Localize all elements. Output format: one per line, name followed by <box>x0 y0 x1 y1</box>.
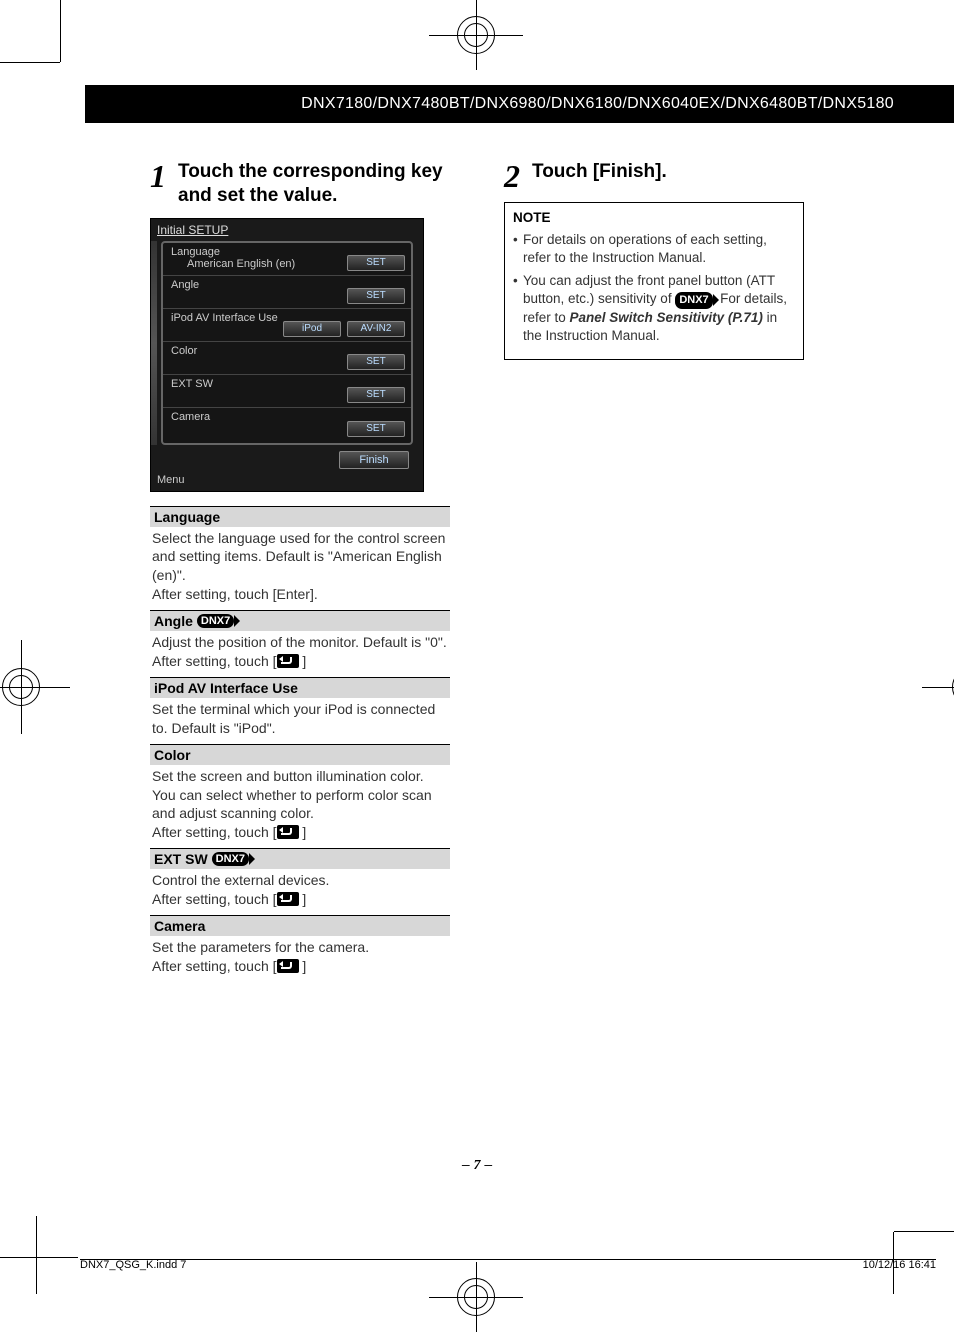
dnx7-badge: DNX7 <box>212 852 249 866</box>
setting-block: EXT SW DNX7 Control the external devices.A… <box>150 848 450 913</box>
step-title: Touch the corresponding key and set the … <box>178 160 450 208</box>
setting-body-text: Select the language used for the control… <box>152 529 448 586</box>
setting-head-label: Color <box>154 747 191 763</box>
setting-body: Select the language used for the control… <box>150 527 450 609</box>
device-row: ColorSET <box>163 342 411 375</box>
page-number: – 7 – <box>0 1156 954 1174</box>
setting-head: Angle DNX7 <box>150 610 450 631</box>
setting-body-text: Adjust the position of the monitor. Defa… <box>152 633 448 652</box>
setting-block: Language Select the language used for the… <box>150 506 450 609</box>
setting-head-label: Language <box>154 509 220 525</box>
trim-line <box>60 0 61 62</box>
device-row-button: iPod <box>283 321 341 337</box>
setting-body-text: Set the screen and button illumination c… <box>152 767 448 824</box>
setting-head: Language <box>150 506 450 527</box>
footer-timestamp: 10/12/16 16:41 <box>863 1259 936 1271</box>
setting-block: Color Set the screen and button illuminat… <box>150 744 450 847</box>
setting-head-label: Angle <box>154 613 193 629</box>
device-row-button: SET <box>347 255 405 271</box>
device-row-button: SET <box>347 421 405 437</box>
device-sidebar <box>151 241 157 445</box>
note-title: NOTE <box>513 209 795 227</box>
trim-line <box>894 1231 954 1232</box>
device-finish-button: Finish <box>339 451 409 469</box>
device-row-button: SET <box>347 354 405 370</box>
device-row: CameraSET <box>163 408 411 441</box>
step-number: 1 <box>150 160 166 192</box>
setting-head-label: iPod AV Interface Use <box>154 680 298 696</box>
setting-body-text: Set the parameters for the camera. <box>152 938 448 957</box>
note-item: You can adjust the front panel button (A… <box>513 272 795 346</box>
left-column: 1 Touch the corresponding key and set th… <box>150 160 450 982</box>
return-icon <box>277 892 299 906</box>
device-row: iPod AV Interface UseAV-IN2iPod <box>163 309 411 342</box>
setting-block: Angle DNX7 Adjust the position of the moni… <box>150 610 450 675</box>
device-row: LanguageAmerican English (en)SET <box>163 243 411 276</box>
setting-after: After setting, touch [Enter]. <box>152 585 448 604</box>
device-row-button: AV-IN2 <box>347 321 405 337</box>
manual-page: DNX7180/DNX7480BT/DNX6980/DNX6180/DNX604… <box>0 0 954 1294</box>
settings-list: Language Select the language used for the… <box>150 506 450 980</box>
note-reference: Panel Switch Sensitivity (P.71) <box>570 310 763 325</box>
setting-body: Set the screen and button illumination c… <box>150 765 450 847</box>
device-title: Initial SETUP <box>151 219 423 239</box>
setting-body: Set the parameters for the camera.After … <box>150 936 450 980</box>
setting-block: Camera Set the parameters for the camera.… <box>150 915 450 980</box>
setting-block: iPod AV Interface Use Set the terminal wh… <box>150 677 450 742</box>
trim-line <box>0 1257 78 1258</box>
dnx7-badge: DNX7 <box>675 292 712 309</box>
device-screenshot: Initial SETUP LanguageAmerican English (… <box>150 218 424 492</box>
setting-after: After setting, touch [ ] <box>152 652 448 671</box>
return-icon <box>277 654 299 668</box>
trim-line <box>36 1216 37 1294</box>
setting-head: Camera <box>150 915 450 936</box>
step-1-head: 1 Touch the corresponding key and set th… <box>150 160 450 208</box>
device-row: AngleSET <box>163 276 411 309</box>
model-list: DNX7180/DNX7480BT/DNX6980/DNX6180/DNX604… <box>301 95 894 113</box>
right-column: 2 Touch [Finish]. NOTE For details on op… <box>504 160 804 982</box>
print-footer: DNX7_QSG_K.indd 7 10/12/16 16:41 <box>80 1259 936 1272</box>
setting-after: After setting, touch [ ] <box>152 890 448 909</box>
dnx7-badge: DNX7 <box>197 614 234 628</box>
setting-head: iPod AV Interface Use <box>150 677 450 698</box>
page-number-value: 7 <box>474 1158 481 1173</box>
setting-head-label: EXT SW <box>154 851 208 867</box>
step-2-head: 2 Touch [Finish]. <box>504 160 804 192</box>
note-list: For details on operations of each settin… <box>513 231 795 345</box>
device-row-button: SET <box>347 387 405 403</box>
note-item: For details on operations of each settin… <box>513 231 795 267</box>
setting-body: Adjust the position of the monitor. Defa… <box>150 631 450 675</box>
device-row-button: SET <box>347 288 405 304</box>
setting-body-text: Set the terminal which your iPod is conn… <box>152 700 448 738</box>
footer-filename: DNX7_QSG_K.indd 7 <box>80 1259 186 1271</box>
setting-body: Control the external devices.After setti… <box>150 869 450 913</box>
trim-line <box>0 62 60 63</box>
content-columns: 1 Touch the corresponding key and set th… <box>150 160 860 982</box>
setting-head-label: Camera <box>154 918 205 934</box>
setting-after: After setting, touch [ ] <box>152 957 448 976</box>
device-menu-label: Menu <box>157 474 185 486</box>
step-number: 2 <box>504 160 520 192</box>
model-header: DNX7180/DNX7480BT/DNX6980/DNX6180/DNX604… <box>85 85 954 123</box>
setting-head: EXT SW DNX7 <box>150 848 450 869</box>
device-panel: LanguageAmerican English (en)SETAngleSET… <box>161 241 413 445</box>
setting-body: Set the terminal which your iPod is conn… <box>150 698 450 742</box>
note-box: NOTE For details on operations of each s… <box>504 202 804 360</box>
setting-body-text: Control the external devices. <box>152 871 448 890</box>
setting-head: Color <box>150 744 450 765</box>
step-title: Touch [Finish]. <box>532 160 667 184</box>
return-icon <box>277 825 299 839</box>
setting-after: After setting, touch [ ] <box>152 823 448 842</box>
device-row: EXT SWSET <box>163 375 411 408</box>
return-icon <box>277 959 299 973</box>
